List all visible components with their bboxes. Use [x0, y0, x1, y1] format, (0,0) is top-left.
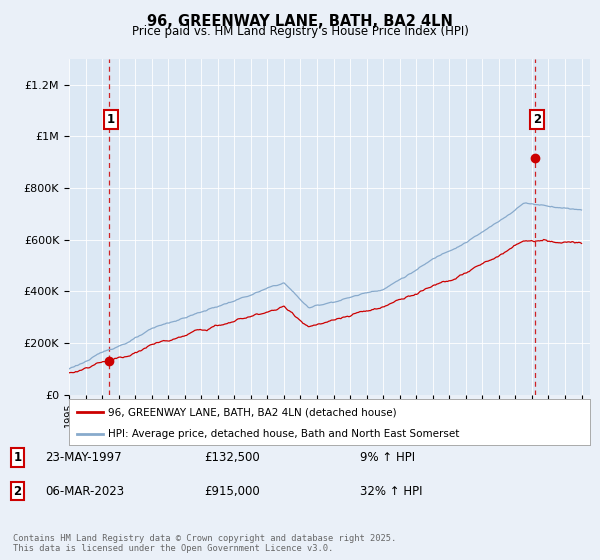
- Text: HPI: Average price, detached house, Bath and North East Somerset: HPI: Average price, detached house, Bath…: [108, 429, 460, 438]
- Text: 96, GREENWAY LANE, BATH, BA2 4LN (detached house): 96, GREENWAY LANE, BATH, BA2 4LN (detach…: [108, 407, 397, 417]
- Text: £915,000: £915,000: [204, 484, 260, 498]
- Text: 2: 2: [13, 484, 22, 498]
- Text: 9% ↑ HPI: 9% ↑ HPI: [360, 451, 415, 464]
- Text: 1: 1: [107, 113, 115, 126]
- Text: 32% ↑ HPI: 32% ↑ HPI: [360, 484, 422, 498]
- Text: 06-MAR-2023: 06-MAR-2023: [45, 484, 124, 498]
- Text: 96, GREENWAY LANE, BATH, BA2 4LN: 96, GREENWAY LANE, BATH, BA2 4LN: [147, 14, 453, 29]
- Text: 23-MAY-1997: 23-MAY-1997: [45, 451, 122, 464]
- Text: 2: 2: [533, 113, 541, 126]
- Text: £132,500: £132,500: [204, 451, 260, 464]
- Text: Price paid vs. HM Land Registry's House Price Index (HPI): Price paid vs. HM Land Registry's House …: [131, 25, 469, 38]
- Text: Contains HM Land Registry data © Crown copyright and database right 2025.
This d: Contains HM Land Registry data © Crown c…: [13, 534, 397, 553]
- Text: 1: 1: [13, 451, 22, 464]
